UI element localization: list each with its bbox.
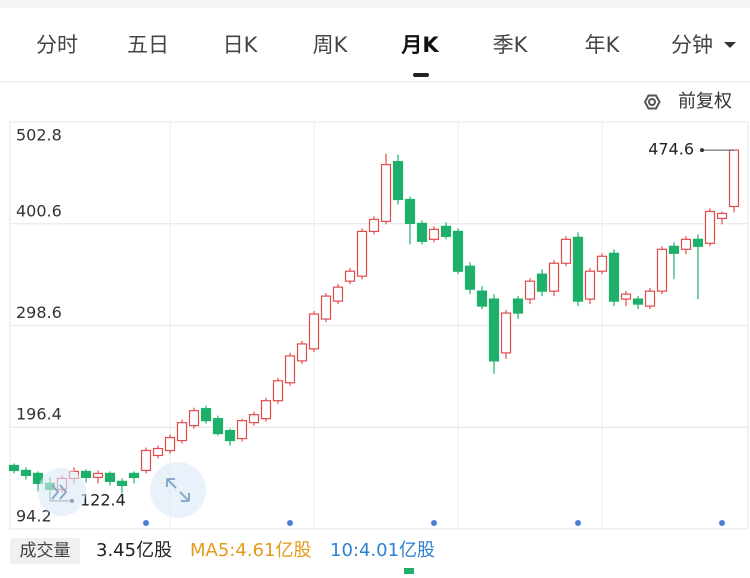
- candle-body: [452, 230, 464, 272]
- candle-body: [392, 161, 404, 201]
- candle-body: [632, 298, 644, 305]
- dot: [431, 520, 437, 526]
- volume-tag: [10, 538, 80, 564]
- candle-body: [668, 245, 680, 254]
- y-tick-label: 502.8: [16, 126, 62, 145]
- candle-body: [380, 164, 392, 223]
- dot: [287, 520, 293, 526]
- tab[interactable]: 月K: [400, 33, 439, 57]
- candle-body: [464, 265, 476, 290]
- candle-body: [80, 470, 92, 479]
- candle-body: [20, 469, 32, 477]
- dot: [575, 520, 581, 526]
- y-tick-label: 196.4: [16, 405, 62, 424]
- tab[interactable]: 分时: [36, 33, 78, 57]
- status-strip: [0, 0, 750, 8]
- expand-icon: [166, 478, 190, 502]
- candle-body: [524, 280, 536, 300]
- scroll-icon: [51, 484, 68, 500]
- candle-body: [104, 472, 116, 482]
- candle-body: [296, 343, 308, 362]
- candle-body: [476, 290, 488, 307]
- candle-body: [704, 210, 716, 244]
- tab[interactable]: 分钟: [671, 33, 713, 57]
- candle-body: [188, 410, 200, 427]
- candle-body: [404, 198, 416, 225]
- candle-body: [584, 270, 596, 300]
- candle-body: [308, 313, 320, 350]
- volume-label: 成交量: [20, 541, 71, 561]
- candle-body: [92, 472, 104, 479]
- candle-body: [236, 420, 248, 440]
- volume-ma10: 10:4.01亿股: [330, 540, 435, 561]
- candle-body: [320, 295, 332, 320]
- y-tick-label: 298.6: [16, 303, 62, 322]
- candle-body: [200, 408, 212, 422]
- candle-body: [428, 228, 440, 240]
- y-tick-label: 94.2: [16, 507, 52, 526]
- min-label: 122.4: [80, 490, 126, 509]
- candle-body: [572, 236, 584, 302]
- candle-body: [488, 298, 500, 362]
- candle-body: [128, 472, 140, 479]
- candle-body: [440, 225, 452, 237]
- max-dot: [700, 148, 704, 153]
- candle-body: [560, 238, 572, 264]
- tab[interactable]: 周K: [313, 33, 349, 57]
- candle-body: [416, 222, 428, 242]
- scroll-button[interactable]: [38, 468, 86, 516]
- candle-body: [8, 464, 20, 472]
- volume-bar-hint: [404, 568, 414, 574]
- tab[interactable]: 年K: [585, 33, 621, 57]
- adjust-label[interactable]: 前复权: [678, 91, 732, 112]
- expand-button[interactable]: [150, 462, 206, 518]
- candle-body: [260, 400, 272, 420]
- candle-body: [164, 436, 176, 452]
- candle-body: [644, 290, 656, 307]
- plot: 94.2 196.4 298.6 400.6 502.8 474.6 122.4: [8, 121, 748, 530]
- y-tick-label: 400.6: [16, 201, 62, 220]
- tab-bar: 分时 五日 日K 周K 月K 季K 年K 分钟: [36, 33, 713, 57]
- candle-body: [548, 262, 560, 292]
- max-label: 474.6: [648, 140, 694, 159]
- tab[interactable]: 五日: [127, 33, 169, 57]
- candle-body: [716, 212, 728, 220]
- volume-value: 3.45亿股: [96, 540, 172, 561]
- candle-body: [284, 355, 296, 384]
- tab[interactable]: 季K: [493, 33, 529, 57]
- candle-body: [152, 447, 164, 457]
- candle-body: [116, 480, 128, 486]
- candle-body: [344, 270, 356, 282]
- candle-body: [248, 414, 260, 424]
- dropdown-icon: [724, 42, 736, 48]
- candle-body: [680, 238, 692, 250]
- candle-body: [608, 252, 620, 302]
- dot: [143, 520, 149, 526]
- candle-body: [356, 230, 368, 277]
- candle-body: [224, 429, 236, 442]
- candle-body: [176, 422, 188, 442]
- candle-body: [140, 449, 152, 472]
- candle-body: [728, 149, 740, 208]
- dot: [719, 520, 725, 526]
- candle-body: [620, 293, 632, 300]
- candle-body: [656, 248, 668, 292]
- candle-body: [332, 286, 344, 302]
- candle-body: [368, 218, 380, 232]
- volume-ma5: MA5:4.61亿股: [190, 540, 311, 561]
- candle-body: [536, 273, 548, 292]
- candle-body: [272, 380, 284, 402]
- settings-icon-dot: [648, 98, 656, 106]
- active-indicator: [413, 73, 429, 77]
- candle-body: [692, 238, 704, 247]
- candle-body: [500, 312, 512, 354]
- tab[interactable]: 日K: [223, 33, 259, 57]
- settings-icon[interactable]: [643, 94, 661, 110]
- candle-body: [512, 298, 524, 314]
- candle-body: [212, 418, 224, 435]
- candle-body: [596, 255, 608, 272]
